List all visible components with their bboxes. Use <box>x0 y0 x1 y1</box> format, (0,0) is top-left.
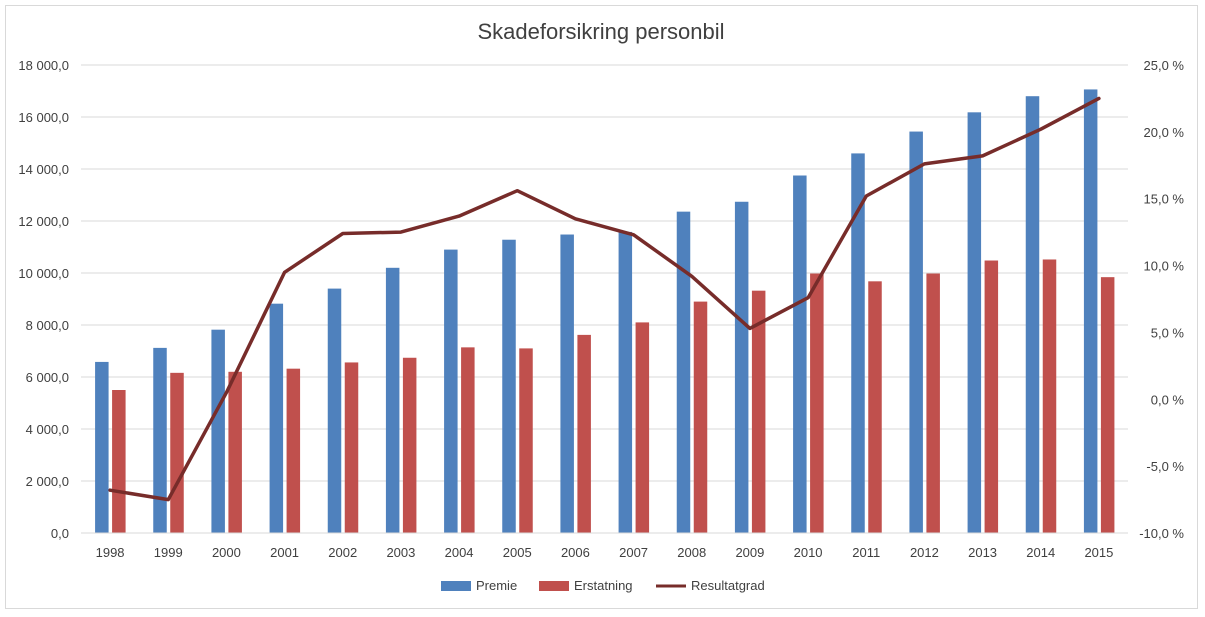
bar-premie <box>444 249 458 533</box>
chart-frame <box>5 5 1198 609</box>
line-series <box>108 96 1101 502</box>
bar-erstatning <box>170 372 184 533</box>
bar-premie <box>95 361 109 533</box>
right-tick-label: 0,0 % <box>1151 392 1185 407</box>
x-tick-label: 2006 <box>561 545 590 560</box>
bar-premie <box>211 329 225 533</box>
bar-erstatning <box>112 390 126 533</box>
x-tick-label: 2013 <box>968 545 997 560</box>
x-tick-label: 2001 <box>270 545 299 560</box>
bar-premie <box>1025 96 1040 533</box>
left-tick-label: 0,0 <box>51 526 69 541</box>
bar-erstatning <box>402 357 417 533</box>
bar-premie <box>502 239 516 533</box>
bar-premie <box>851 153 865 533</box>
legend-label-resultatgrad: Resultatgrad <box>691 578 765 593</box>
x-tick-label: 2008 <box>677 545 706 560</box>
bar-premie <box>909 131 923 533</box>
bar-premie <box>793 175 807 533</box>
bar-erstatning <box>1042 259 1057 533</box>
right-tick-label: 10,0 % <box>1144 259 1185 274</box>
legend-label-premie: Premie <box>476 578 517 593</box>
left-tick-label: 10 000,0 <box>18 266 69 281</box>
line-resultatgrad <box>108 96 1101 502</box>
bar-erstatning <box>926 273 940 533</box>
bar-erstatning <box>519 348 533 533</box>
bar-premie <box>385 267 400 533</box>
x-tick-label: 2010 <box>794 545 823 560</box>
x-axis: 1998 1999 2000 2001 2002 2003 2004 2005 2006 2007… <box>81 532 1128 560</box>
left-tick-label: 12 000,0 <box>18 214 69 229</box>
bar-erstatning <box>286 368 301 533</box>
right-tick-label: -10,0 % <box>1139 526 1184 541</box>
bar-premie <box>1083 89 1098 533</box>
bar-erstatning <box>635 322 650 533</box>
right-tick-label: 25,0 % <box>1144 58 1185 73</box>
bar-erstatning <box>810 273 824 533</box>
left-tick-label: 2 000,0 <box>26 474 69 489</box>
bar-erstatning <box>751 290 766 533</box>
x-tick-label: 2015 <box>1084 545 1113 560</box>
x-tick-label: 2002 <box>328 545 357 560</box>
x-tick-label: 2014 <box>1026 545 1055 560</box>
left-axis: 0,0 2 000,0 4 000,0 6 000,0 8 000,0 10 000,0 1… <box>18 58 69 541</box>
x-tick-label: 2009 <box>735 545 764 560</box>
left-tick-label: 8 000,0 <box>26 318 69 333</box>
chart-title: Skadeforsikring personbil <box>477 19 724 44</box>
bar-premie <box>734 201 749 533</box>
bar-erstatning <box>984 260 999 533</box>
bar-erstatning <box>868 281 882 533</box>
x-tick-label: 2004 <box>445 545 474 560</box>
legend-swatch-premie <box>441 581 471 591</box>
right-tick-label: -5,0 % <box>1146 459 1184 474</box>
right-axis: -10,0 % -5,0 % 0,0 % 5,0 % 10,0 % 15,0 % 20,0 … <box>1139 58 1184 541</box>
legend: Premie Erstatning Resultatgrad <box>441 578 765 593</box>
bar-premie <box>676 211 691 533</box>
bar-erstatning <box>461 347 475 533</box>
x-tick-label: 2000 <box>212 545 241 560</box>
bar-erstatning <box>1100 277 1115 533</box>
x-tick-label: 2005 <box>503 545 532 560</box>
bar-erstatning <box>577 334 591 533</box>
x-tick-label: 2007 <box>619 545 648 560</box>
bar-premie <box>560 234 574 533</box>
left-tick-label: 16 000,0 <box>18 110 69 125</box>
bar-premie <box>618 231 633 534</box>
x-tick-label: 1999 <box>154 545 183 560</box>
bar-erstatning <box>344 362 359 533</box>
bar-premie <box>153 347 167 533</box>
bar-erstatning <box>228 371 242 533</box>
bar-erstatning <box>693 301 708 533</box>
x-tick-label: 2003 <box>386 545 415 560</box>
right-tick-label: 5,0 % <box>1151 325 1185 340</box>
legend-label-erstatning: Erstatning <box>574 578 633 593</box>
right-tick-label: 20,0 % <box>1144 125 1185 140</box>
bar-premie <box>269 303 284 533</box>
right-tick-label: 15,0 % <box>1144 192 1185 207</box>
x-tick-label: 1998 <box>96 545 125 560</box>
left-tick-label: 14 000,0 <box>18 162 69 177</box>
left-tick-label: 6 000,0 <box>26 370 69 385</box>
left-tick-label: 18 000,0 <box>18 58 69 73</box>
x-tick-label: 2011 <box>852 545 880 560</box>
bars <box>95 89 1115 534</box>
legend-swatch-erstatning <box>539 581 569 591</box>
bar-premie <box>327 288 342 533</box>
bar-premie <box>967 112 982 533</box>
x-tick-label: 2012 <box>910 545 939 560</box>
left-tick-label: 4 000,0 <box>26 422 69 437</box>
